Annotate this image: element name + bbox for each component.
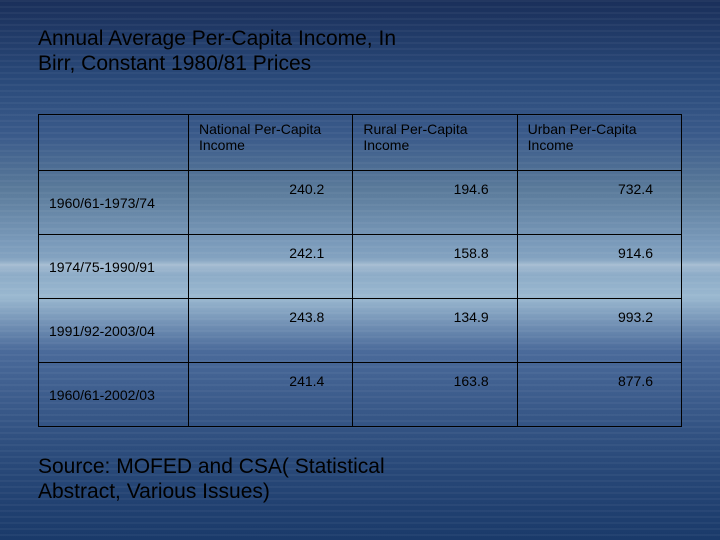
table-row: 1974/75-1990/91 242.1 158.8 914.6 [39, 235, 682, 299]
source-text: Source: MOFED and CSA( Statistical Abstr… [38, 454, 458, 504]
cell-national: 243.8 [189, 299, 353, 363]
cell-urban: 732.4 [517, 171, 681, 235]
cell-period: 1991/92-2003/04 [39, 299, 189, 363]
table-row: 1991/92-2003/04 243.8 134.9 993.2 [39, 299, 682, 363]
cell-urban: 993.2 [517, 299, 681, 363]
cell-period: 1974/75-1990/91 [39, 235, 189, 299]
table-row: 1960/61-2002/03 241.4 163.8 877.6 [39, 363, 682, 427]
table: National Per-Capita Income Rural Per-Cap… [38, 114, 682, 427]
cell-rural: 194.6 [353, 171, 517, 235]
cell-period: 1960/61-2002/03 [39, 363, 189, 427]
cell-national: 241.4 [189, 363, 353, 427]
col-header-blank [39, 115, 189, 171]
col-header-urban: Urban Per-Capita Income [517, 115, 681, 171]
cell-rural: 158.8 [353, 235, 517, 299]
table-row: 1960/61-1973/74 240.2 194.6 732.4 [39, 171, 682, 235]
income-table: National Per-Capita Income Rural Per-Cap… [38, 114, 682, 427]
table-header-row: National Per-Capita Income Rural Per-Cap… [39, 115, 682, 171]
page-title: Annual Average Per-Capita Income, In Bir… [38, 26, 398, 76]
cell-period: 1960/61-1973/74 [39, 171, 189, 235]
cell-national: 242.1 [189, 235, 353, 299]
cell-national: 240.2 [189, 171, 353, 235]
cell-rural: 163.8 [353, 363, 517, 427]
cell-urban: 914.6 [517, 235, 681, 299]
col-header-rural: Rural Per-Capita Income [353, 115, 517, 171]
cell-urban: 877.6 [517, 363, 681, 427]
col-header-national: National Per-Capita Income [189, 115, 353, 171]
cell-rural: 134.9 [353, 299, 517, 363]
